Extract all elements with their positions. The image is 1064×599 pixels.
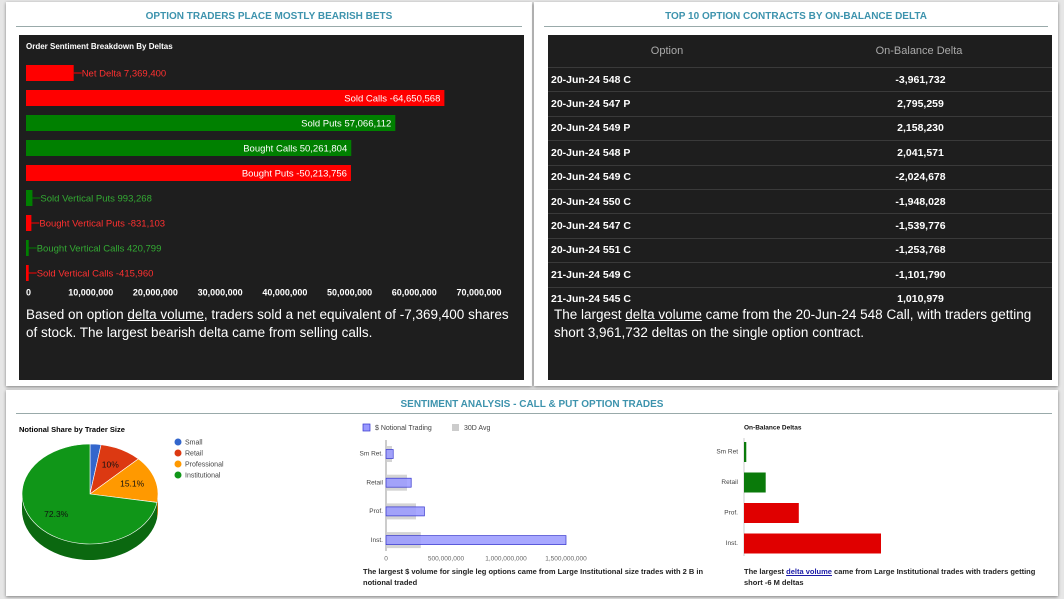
table-cell: 20-Jun-24 549 C <box>548 164 786 190</box>
column-header: Option <box>650 45 684 57</box>
note: The largest delta volume came from Large… <box>744 566 1054 588</box>
table-row: 21-Jun-24 545 C 1,010,979 <box>548 286 1052 311</box>
table-cell: -1,253,768 <box>786 237 1052 263</box>
table-row: 20-Jun-24 548 P 2,041,571 <box>548 140 1052 166</box>
table-row: 21-Jun-24 549 C -1,101,790 <box>548 262 1052 288</box>
table-cell: 20-Jun-24 551 C <box>548 237 786 263</box>
rule <box>16 413 1052 414</box>
panel: SENTIMENT ANALYSIS - CALL & PUT OPTION T… <box>6 390 1058 596</box>
column-header: On-Balance Delta <box>875 45 963 57</box>
text: came from the 20-Jun-24 548 Call, with t… <box>554 307 1032 340</box>
text: , traders sold a net equivalent of -7,36… <box>26 307 509 340</box>
panel: OPTION TRADERS PLACE MOSTLY BEARISH BETS… <box>6 2 532 386</box>
header-row: Option On-Balance Delta <box>548 35 1052 68</box>
table-cell: 20-Jun-24 550 C <box>548 188 786 214</box>
table-cell: -1,948,028 <box>786 188 1052 214</box>
table-cell: 20-Jun-24 547 C <box>548 213 786 239</box>
table-row: 20-Jun-24 547 P 2,795,259 <box>548 91 1052 117</box>
table-cell: -2,024,678 <box>786 164 1052 190</box>
table-row: 20-Jun-24 549 C -2,024,678 <box>548 164 1052 190</box>
table-cell: 2,158,230 <box>786 115 1052 141</box>
text: Based on option <box>26 307 128 322</box>
table-cell: 21-Jun-24 549 C <box>548 262 786 288</box>
table-cell: 20-Jun-24 547 P <box>548 91 786 117</box>
note: The largest $ volume for single leg opti… <box>363 567 704 587</box>
link[interactable]: delta volume <box>625 307 702 322</box>
table-cell: 2,795,259 <box>786 91 1052 117</box>
table-cell: -1,101,790 <box>786 262 1052 288</box>
table-cell: -3,961,732 <box>786 66 1052 92</box>
panel: TOP 10 OPTION CONTRACTS BY ON-BALANCE DE… <box>534 2 1058 386</box>
table-row: 20-Jun-24 551 C -1,253,768 <box>548 237 1052 263</box>
panel-title: SENTIMENT ANALYSIS - CALL & PUT OPTION T… <box>400 399 664 410</box>
table-cell: -1,539,776 <box>786 213 1052 239</box>
rule <box>16 26 522 27</box>
table-cell: 21-Jun-24 545 C <box>548 286 786 311</box>
text: came from Large Institutional trades wit… <box>744 567 1036 587</box>
panel-title: OPTION TRADERS PLACE MOSTLY BEARISH BETS <box>145 11 393 22</box>
table-cell: 1,010,979 <box>786 286 1052 311</box>
rule <box>544 26 1048 27</box>
link[interactable]: delta volume <box>127 307 204 322</box>
table-row: 20-Jun-24 549 P 2,158,230 <box>548 115 1052 141</box>
text: The largest <box>744 567 787 576</box>
link[interactable]: delta volume <box>786 567 832 576</box>
text: The largest <box>554 307 626 322</box>
panel-title: TOP 10 OPTION CONTRACTS BY ON-BALANCE DE… <box>665 11 927 22</box>
table-row: 20-Jun-24 547 C -1,539,776 <box>548 213 1052 239</box>
table-row: 20-Jun-24 548 C -3,961,732 <box>548 66 1052 92</box>
table-cell: 20-Jun-24 549 P <box>548 115 786 141</box>
table-row: 20-Jun-24 550 C -1,948,028 <box>548 188 1052 214</box>
note: Based on option delta volume, traders so… <box>26 306 518 342</box>
table: Option On-Balance Delta 20-Jun-24 548 C -3… <box>548 35 1052 311</box>
table-cell: 2,041,571 <box>786 140 1052 166</box>
table-cell: 20-Jun-24 548 C <box>548 66 786 92</box>
note: The largest delta volume came from the 2… <box>554 306 1034 342</box>
table-cell: 20-Jun-24 548 P <box>548 140 786 166</box>
